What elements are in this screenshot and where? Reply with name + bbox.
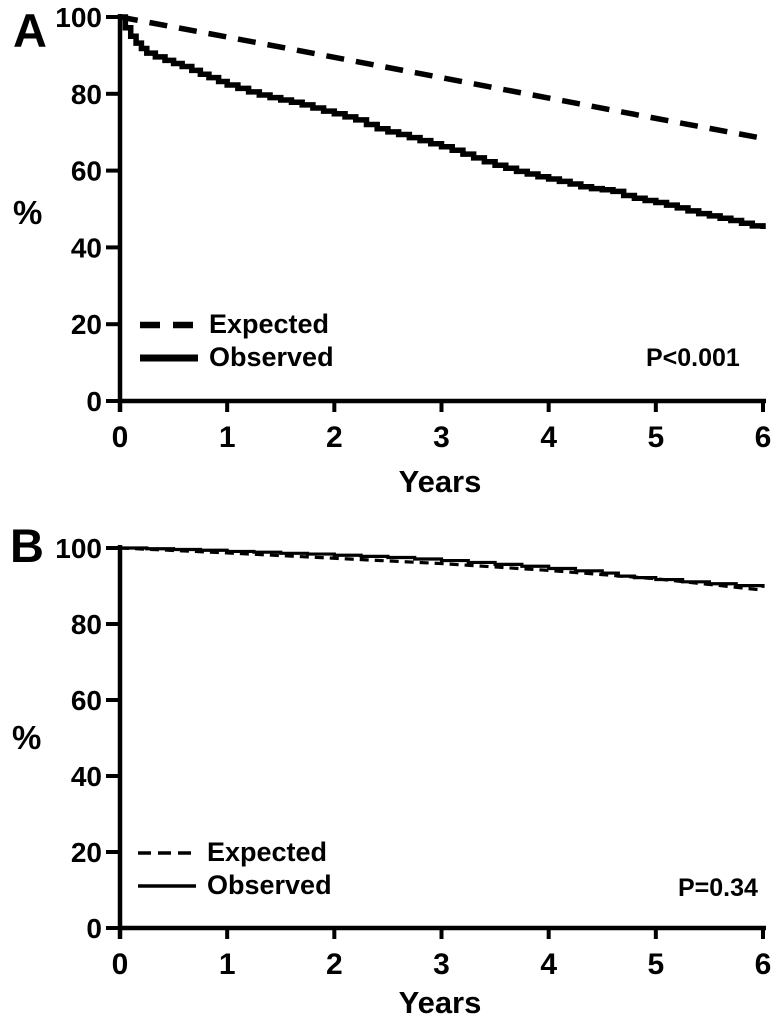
panel-b-y-axis-title: % xyxy=(12,719,42,756)
svg-text:3: 3 xyxy=(433,948,450,981)
svg-text:0: 0 xyxy=(112,948,129,981)
svg-text:100: 100 xyxy=(55,533,102,564)
svg-text:100: 100 xyxy=(55,2,102,33)
panel-a-legend-observed: Observed xyxy=(140,341,334,374)
svg-text:80: 80 xyxy=(71,79,102,110)
svg-text:0: 0 xyxy=(86,386,102,417)
panel-a-y-axis-title: % xyxy=(13,194,43,231)
svg-text:4: 4 xyxy=(540,948,557,981)
panel-a-legend-expected: Expected xyxy=(140,308,334,341)
svg-text:60: 60 xyxy=(71,685,102,716)
legend-observed-label: Observed xyxy=(209,342,334,372)
svg-text:40: 40 xyxy=(71,232,102,263)
panel-b-p-value: P=0.34 xyxy=(678,874,758,902)
svg-text:5: 5 xyxy=(647,421,664,454)
panel-a-x-axis-title: Years xyxy=(398,464,482,499)
svg-text:0: 0 xyxy=(86,913,102,944)
svg-text:6: 6 xyxy=(755,421,772,454)
panel-b-legend-expected: Expected xyxy=(138,836,332,869)
panel-a-legend: Expected Observed xyxy=(140,308,334,374)
panel-a-letter: A xyxy=(13,4,47,57)
panel-a-p-value: P<0.001 xyxy=(646,344,740,372)
svg-text:1: 1 xyxy=(219,421,236,454)
svg-text:0: 0 xyxy=(112,421,129,454)
expected-curve xyxy=(119,546,764,592)
svg-text:40: 40 xyxy=(71,761,102,792)
panel-a-plot: 0 20 40 60 80 100 0 1 2 3 4 5 6 xyxy=(55,2,771,454)
svg-text:6: 6 xyxy=(755,948,772,981)
svg-text:2: 2 xyxy=(326,421,343,454)
svg-text:2: 2 xyxy=(326,948,343,981)
svg-text:1: 1 xyxy=(219,948,236,981)
svg-text:3: 3 xyxy=(433,421,450,454)
svg-text:20: 20 xyxy=(71,837,102,868)
svg-text:4: 4 xyxy=(540,421,557,454)
dashed-line-sample-icon xyxy=(140,321,198,328)
panel-b-plot: 0 20 40 60 80 100 0 1 2 3 4 5 6 xyxy=(55,533,771,981)
panel-b-legend: Expected Observed xyxy=(138,836,332,902)
panel-b-legend-observed: Observed xyxy=(138,869,332,902)
legend-observed-label: Observed xyxy=(207,870,332,900)
observed-curve xyxy=(120,546,765,588)
panel-b-x-axis-title: Years xyxy=(398,985,482,1020)
legend-expected-label: Expected xyxy=(207,837,328,867)
svg-text:80: 80 xyxy=(71,609,102,640)
svg-text:20: 20 xyxy=(71,309,102,340)
expected-curve xyxy=(119,14,764,142)
dashed-line-sample-icon xyxy=(138,850,196,855)
legend-expected-label: Expected xyxy=(209,309,330,339)
solid-line-sample-icon xyxy=(138,883,196,888)
svg-text:60: 60 xyxy=(71,156,102,187)
panel-b-letter: B xyxy=(10,519,44,572)
solid-line-sample-icon xyxy=(140,354,198,361)
observed-curve xyxy=(120,14,766,229)
svg-text:5: 5 xyxy=(647,948,664,981)
